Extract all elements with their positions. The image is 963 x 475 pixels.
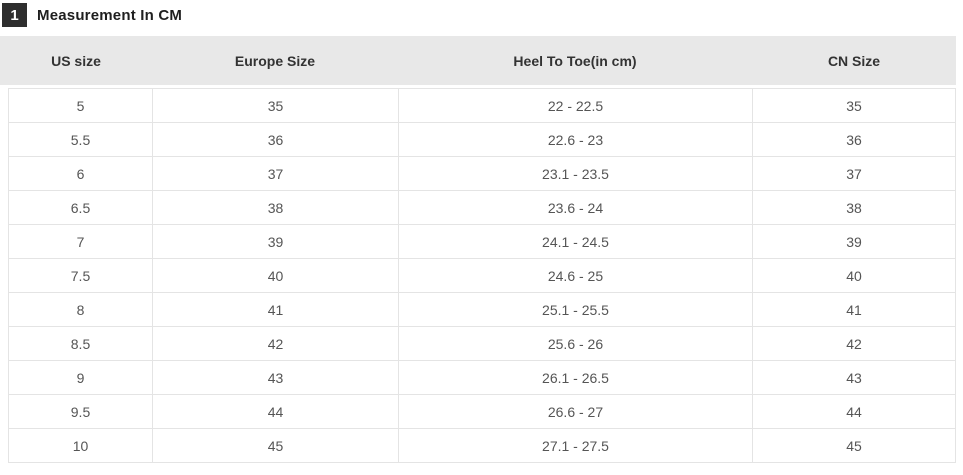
size-cell: 35: [752, 88, 956, 123]
size-cell: 10: [8, 428, 153, 463]
size-cell: 23.6 - 24: [398, 190, 753, 225]
size-cell: 42: [752, 326, 956, 361]
size-cell: 25.1 - 25.5: [398, 292, 753, 327]
size-cell: 24.6 - 25: [398, 258, 753, 293]
size-cell: 37: [152, 156, 399, 191]
size-cell: 38: [752, 190, 956, 225]
table-row: 8 41 25.1 - 25.5 41: [8, 292, 956, 327]
table-row: 9 43 26.1 - 26.5 43: [8, 360, 956, 395]
table-row: 10 45 27.1 - 27.5 45: [8, 428, 956, 463]
table-row: 5 35 22 - 22.5 35: [8, 88, 956, 123]
size-cell: 6.5: [8, 190, 153, 225]
size-cell: 9.5: [8, 394, 153, 429]
column-header-heel-to-toe: Heel To Toe(in cm): [513, 52, 637, 69]
size-cell: 42: [152, 326, 399, 361]
size-cell: 43: [152, 360, 399, 395]
size-cell: 8: [8, 292, 153, 327]
table-row: 9.5 44 26.6 - 27 44: [8, 394, 956, 429]
size-cell: 45: [152, 428, 399, 463]
size-cell: 22.6 - 23: [398, 122, 753, 157]
size-cell: 22 - 22.5: [398, 88, 753, 123]
section-title: Measurement In CM: [37, 6, 183, 24]
table-row: 5.5 36 22.6 - 23 36: [8, 122, 956, 157]
column-header-cn-size: CN Size: [827, 52, 881, 69]
size-cell: 24.1 - 24.5: [398, 224, 753, 259]
size-cell: 44: [752, 394, 956, 429]
size-cell: 26.1 - 26.5: [398, 360, 753, 395]
size-cell: 6: [8, 156, 153, 191]
column-header-europe-size: Europe Size: [234, 52, 316, 69]
section-number-badge: 1: [2, 3, 27, 27]
size-cell: 40: [152, 258, 399, 293]
table-row: 8.5 42 25.6 - 26 42: [8, 326, 956, 361]
table-row: 7 39 24.1 - 24.5 39: [8, 224, 956, 259]
size-cell: 45: [752, 428, 956, 463]
size-cell: 39: [152, 224, 399, 259]
size-cell: 27.1 - 27.5: [398, 428, 753, 463]
size-cell: 8.5: [8, 326, 153, 361]
size-cell: 25.6 - 26: [398, 326, 753, 361]
size-cell: 41: [152, 292, 399, 327]
size-cell: 23.1 - 23.5: [398, 156, 753, 191]
column-header-us-size: US size: [51, 52, 101, 69]
size-cell: 41: [752, 292, 956, 327]
size-table-body: 5 35 22 - 22.5 35 5.5 36 22.6 - 23 36 6 …: [8, 88, 956, 463]
table-row: 6.5 38 23.6 - 24 38: [8, 190, 956, 225]
size-cell: 26.6 - 27: [398, 394, 753, 429]
size-cell: 9: [8, 360, 153, 395]
size-cell: 40: [752, 258, 956, 293]
size-cell: 7.5: [8, 258, 153, 293]
table-row: 7.5 40 24.6 - 25 40: [8, 258, 956, 293]
size-cell: 44: [152, 394, 399, 429]
size-cell: 35: [152, 88, 399, 123]
table-row: 6 37 23.1 - 23.5 37: [8, 156, 956, 191]
section-header: 1 Measurement In CM: [0, 0, 963, 28]
size-cell: 36: [752, 122, 956, 157]
size-cell: 38: [152, 190, 399, 225]
size-cell: 36: [152, 122, 399, 157]
size-table-header: US size Europe Size Heel To Toe(in cm) C…: [0, 36, 956, 85]
size-cell: 39: [752, 224, 956, 259]
size-cell: 5.5: [8, 122, 153, 157]
size-cell: 43: [752, 360, 956, 395]
size-cell: 5: [8, 88, 153, 123]
size-cell: 7: [8, 224, 153, 259]
size-cell: 37: [752, 156, 956, 191]
